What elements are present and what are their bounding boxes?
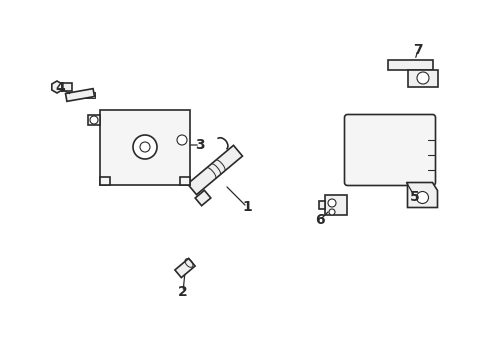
Text: 1: 1 (242, 200, 251, 214)
Polygon shape (100, 177, 110, 185)
Circle shape (416, 72, 428, 84)
Polygon shape (65, 89, 94, 102)
Polygon shape (187, 145, 242, 195)
Polygon shape (407, 70, 437, 87)
Text: 3: 3 (195, 138, 204, 152)
Polygon shape (325, 195, 346, 215)
Circle shape (328, 209, 334, 215)
Polygon shape (81, 92, 85, 98)
Polygon shape (76, 92, 80, 98)
Circle shape (133, 135, 157, 159)
Circle shape (327, 199, 335, 207)
Polygon shape (91, 92, 95, 98)
Polygon shape (180, 177, 190, 185)
Circle shape (90, 116, 98, 124)
Text: 4: 4 (55, 81, 65, 95)
Polygon shape (100, 110, 190, 185)
Text: 2: 2 (178, 285, 187, 299)
Polygon shape (62, 83, 72, 91)
Circle shape (177, 135, 186, 145)
Text: 6: 6 (315, 213, 324, 227)
Polygon shape (387, 60, 432, 70)
Polygon shape (195, 190, 210, 206)
Polygon shape (88, 115, 100, 125)
FancyBboxPatch shape (344, 114, 435, 185)
Polygon shape (86, 92, 90, 98)
Polygon shape (71, 92, 75, 98)
Text: 5: 5 (409, 190, 419, 204)
Polygon shape (407, 183, 437, 207)
Circle shape (416, 192, 427, 203)
Polygon shape (52, 81, 62, 93)
Circle shape (140, 142, 150, 152)
Polygon shape (318, 201, 325, 209)
Text: 7: 7 (412, 43, 422, 57)
Polygon shape (175, 258, 195, 278)
